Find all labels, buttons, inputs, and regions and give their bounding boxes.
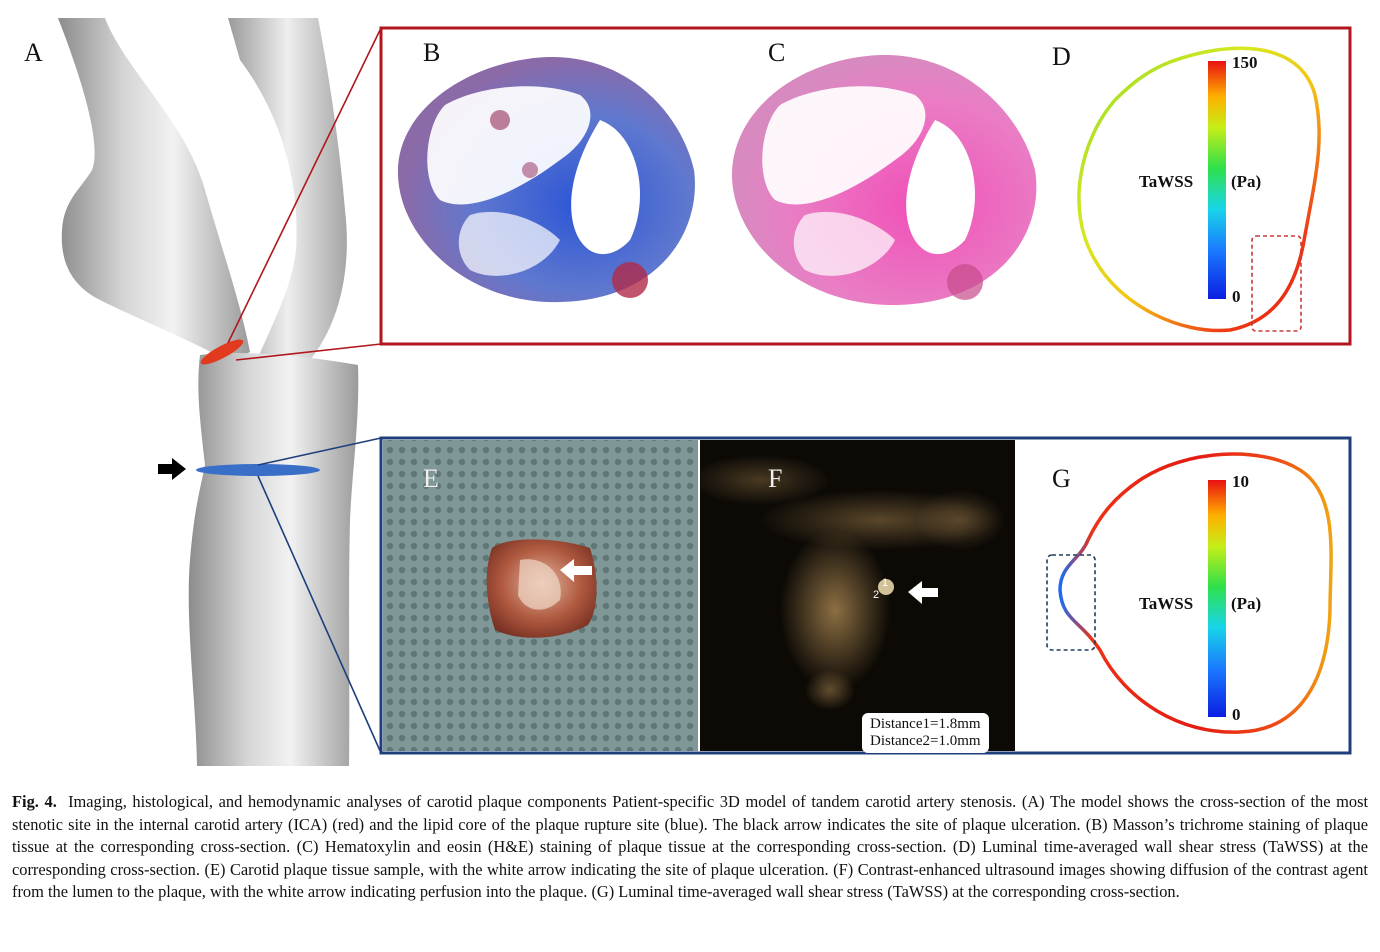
scale-max-g: 10 — [1232, 472, 1249, 491]
scale-min-g: 0 — [1232, 705, 1241, 724]
white-left-arrow-icon — [908, 581, 938, 604]
panel-label-g: G — [1052, 464, 1071, 493]
ica-cross-section — [200, 339, 244, 365]
panel-label-f: F — [768, 464, 783, 493]
caption-text: Imaging, histological, and hemodynamic a… — [12, 792, 1368, 901]
lower-frame — [379, 436, 1352, 755]
panel-label-c: C — [768, 38, 786, 67]
distance-2: Distance2=1.0mm — [870, 733, 981, 749]
upper-frame — [379, 26, 1352, 346]
vessel-model — [58, 18, 359, 766]
figure-caption: Fig. 4. Imaging, histological, and hemod… — [12, 791, 1368, 904]
tissue-sample-photo — [383, 440, 698, 751]
unit-label-d: (Pa) — [1231, 172, 1262, 191]
colorbar-g — [1208, 480, 1226, 717]
figure-label: Fig. 4. — [12, 792, 57, 811]
figure-artwork — [58, 18, 1352, 766]
scale-max-d: 150 — [1232, 53, 1258, 72]
ultrasound-image — [690, 440, 1015, 751]
tawss-ring-g — [1046, 452, 1333, 734]
black-right-arrow-icon — [158, 458, 186, 480]
plaque-cross-section — [196, 464, 320, 476]
distance-readout: Distance1=1.8mm Distance2=1.0mm — [862, 713, 989, 753]
highlight-box-g — [1046, 554, 1096, 651]
colorbar-d — [1208, 61, 1226, 299]
panel-label-e: E — [423, 464, 439, 493]
panel-label-a: A — [24, 38, 43, 67]
unit-label-g: (Pa) — [1231, 594, 1262, 613]
white-left-arrow-icon — [560, 559, 592, 582]
scale-min-d: 0 — [1232, 287, 1241, 306]
tawss-ring-d — [1077, 46, 1321, 333]
ultrasound-marker-2: 2 — [873, 589, 880, 601]
distance-1: Distance1=1.8mm — [870, 716, 981, 732]
metric-label-d: TaWSS — [1139, 172, 1194, 191]
masson-stain-image — [397, 56, 695, 303]
metric-label-g: TaWSS — [1139, 594, 1194, 613]
he-stain-image — [731, 54, 1037, 306]
panel-label-d: D — [1052, 42, 1071, 71]
highlight-box-d — [1251, 235, 1302, 332]
panel-label-b: B — [423, 38, 441, 67]
ultrasound-marker-1: 1 — [882, 577, 889, 589]
